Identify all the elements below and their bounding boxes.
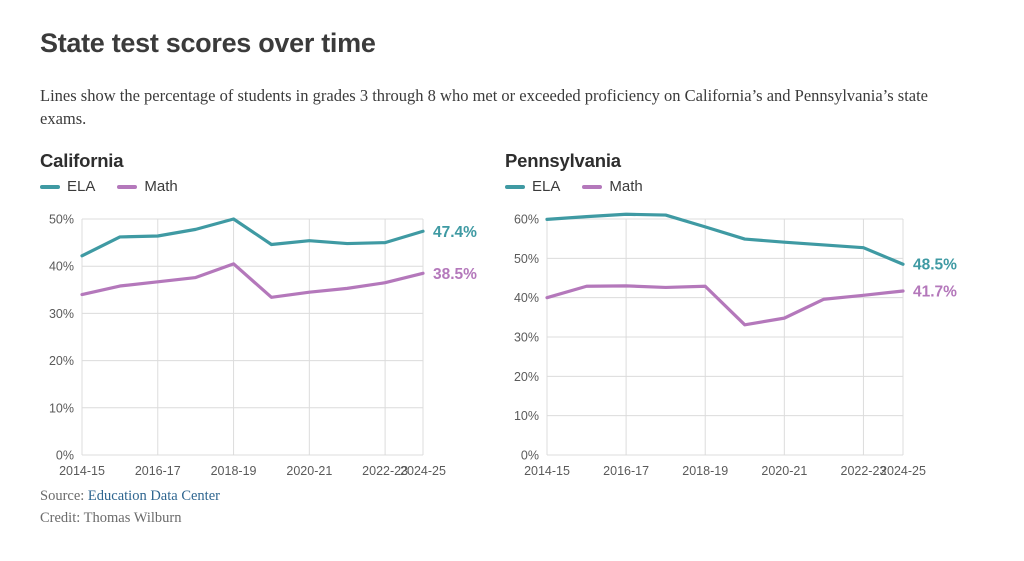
page-subtitle: Lines show the percentage of students in… <box>40 86 929 129</box>
legend-label-ela: ELA <box>67 178 96 195</box>
y-axis-tick-label: 0% <box>521 449 539 463</box>
x-axis-tick-label: 2016-17 <box>135 464 181 478</box>
x-axis-tick-label: 2014-15 <box>524 464 570 478</box>
series-line-math <box>80 262 425 299</box>
x-axis-tick-label: 2018-19 <box>682 464 728 478</box>
page-title: State test scores over time <box>40 28 376 58</box>
y-axis-tick-label: 30% <box>49 307 74 321</box>
legend-item-math[interactable]: Math <box>117 178 178 195</box>
legend-item-ela[interactable]: ELA <box>505 178 560 195</box>
x-axis-tick-label: 2024-25 <box>400 464 446 478</box>
series-line-ela <box>80 217 425 258</box>
legend-line-icon-ela <box>505 184 525 189</box>
y-axis-tick-label: 10% <box>514 409 539 423</box>
legend-label-ela: ELA <box>532 178 561 195</box>
y-axis-tick-label: 0% <box>56 449 74 463</box>
y-axis-tick-label: 20% <box>514 370 539 384</box>
legend-california: ELA Math <box>40 178 495 195</box>
x-axis-tick-label: 2014-15 <box>59 464 105 478</box>
legend-label-math: Math <box>144 178 178 195</box>
y-axis-tick-label: 20% <box>49 354 74 368</box>
series-line-math <box>545 284 905 327</box>
line-chart-california: 0% 10% 20% 30% 40% 50% 2014-15 2016-17 2018-19 20… <box>49 213 477 479</box>
source-row: Source: Education Data Center <box>40 486 220 508</box>
x-axis-tick-label: 2020-21 <box>761 464 807 478</box>
panel-title-california: California <box>40 150 124 171</box>
series-end-label-ela: 47.4% <box>433 224 477 241</box>
panel-california: California ELA Math 0% 10% 20% 30% 40% 50% 201… <box>40 150 495 489</box>
legend-item-ela[interactable]: ELA <box>40 178 95 195</box>
x-axis-tick-label: 2018-19 <box>211 464 257 478</box>
x-axis-tick-label: 2022-23 <box>362 464 408 478</box>
legend-line-icon-math <box>582 184 603 189</box>
y-axis-tick-label: 30% <box>514 331 539 345</box>
panel-pennsylvania: Pennsylvania ELA Math 0% 10% 20% 30% 40% 50% 6… <box>505 150 975 489</box>
y-axis-tick-label: 50% <box>514 252 539 266</box>
line-chart-pennsylvania: 0% 10% 20% 30% 40% 50% 60% 2014-15 2016-17 2018-1… <box>514 212 957 479</box>
legend-item-math[interactable]: Math <box>582 178 643 195</box>
source-prefix: Source: <box>40 488 85 504</box>
series-end-label-ela: 48.5% <box>913 257 957 274</box>
x-axis-tick-label: 2024-25 <box>880 464 926 478</box>
x-axis-tick-label: 2016-17 <box>603 464 649 478</box>
y-axis-tick-label: 60% <box>514 213 539 227</box>
y-axis-tick-label: 10% <box>49 401 74 415</box>
x-axis-tick-label: 2020-21 <box>286 464 332 478</box>
panel-title-pennsylvania: Pennsylvania <box>505 150 621 171</box>
y-axis-tick-label: 50% <box>49 213 74 227</box>
series-line-ela <box>545 212 905 266</box>
legend-label-math: Math <box>609 178 643 195</box>
legend-line-icon-math <box>117 184 138 189</box>
plot-pennsylvania: 0% 10% 20% 30% 40% 50% 60% 2014-15 2016-17 2018-1… <box>505 209 975 489</box>
legend-line-icon-ela <box>40 184 60 189</box>
source-link[interactable]: Education Data Center <box>87 488 220 504</box>
x-axis-tick-label: 2022-23 <box>841 464 887 478</box>
plot-california: 0% 10% 20% 30% 40% 50% 2014-15 2016-17 2018-19 20… <box>40 209 495 489</box>
y-axis-tick-label: 40% <box>49 260 74 274</box>
y-axis-tick-label: 40% <box>514 291 539 305</box>
footer: Source: Education Data Center Credit: Th… <box>40 486 220 530</box>
series-end-label-math: 38.5% <box>433 266 477 283</box>
credit-row: Credit: Thomas Wilburn <box>40 509 182 526</box>
legend-pennsylvania: ELA Math <box>505 178 975 195</box>
series-end-label-math: 41.7% <box>913 283 957 300</box>
